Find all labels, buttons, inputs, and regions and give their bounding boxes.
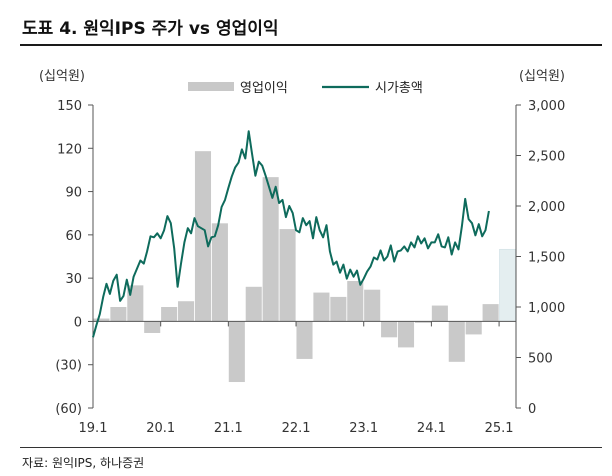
left-tick-label: 60 bbox=[65, 229, 82, 244]
legend-label-line: 시가총액 bbox=[375, 81, 423, 96]
bar-1Q23 bbox=[364, 289, 381, 322]
bar-1Q25 bbox=[499, 248, 516, 322]
right-tick-label: 500 bbox=[528, 352, 553, 367]
right-axis-unit: (십억원) bbox=[519, 69, 565, 84]
left-tick-label: (30) bbox=[55, 359, 82, 374]
right-tick-label: 2,500 bbox=[528, 150, 565, 165]
bar-2Q20 bbox=[178, 301, 195, 322]
bar-1Q19 bbox=[93, 318, 110, 322]
legend-label-bar: 영업이익 bbox=[240, 81, 288, 96]
bar-4Q24 bbox=[482, 304, 499, 322]
bar-3Q21 bbox=[262, 177, 279, 322]
source-note: 자료: 원익IPS, 하나증권 bbox=[22, 456, 145, 470]
x-tick-label: 24.1 bbox=[417, 421, 446, 436]
bottom-divider bbox=[20, 447, 602, 448]
bar-2Q19 bbox=[110, 307, 127, 322]
left-axis-unit: (십억원) bbox=[39, 69, 85, 84]
right-tick-label: 1,500 bbox=[528, 251, 565, 266]
bar-3Q20 bbox=[194, 151, 212, 322]
x-tick-label: 23.1 bbox=[349, 421, 378, 436]
bar-4Q23 bbox=[414, 321, 431, 323]
x-tick-label: 20.1 bbox=[146, 421, 175, 436]
left-tick-label: (60) bbox=[55, 402, 82, 417]
bar-4Q22 bbox=[347, 281, 364, 322]
bar-2Q21 bbox=[245, 286, 262, 322]
bar-2Q22 bbox=[313, 292, 330, 322]
right-tick-label: 3,000 bbox=[528, 99, 565, 114]
right-tick-label: 2,000 bbox=[528, 200, 565, 215]
x-tick-label: 22.1 bbox=[282, 421, 311, 436]
left-tick-label: 120 bbox=[57, 142, 82, 157]
bar-3Q24 bbox=[465, 321, 482, 335]
market-cap-line bbox=[92, 130, 490, 338]
bar-1Q22 bbox=[296, 321, 313, 359]
bar-1Q21 bbox=[228, 321, 245, 383]
bar-1Q24 bbox=[431, 305, 448, 322]
bar-4Q21 bbox=[279, 229, 296, 322]
left-tick-label: 150 bbox=[57, 99, 82, 114]
title-divider bbox=[20, 44, 602, 46]
left-tick-label: 90 bbox=[65, 186, 82, 201]
bar-2Q23 bbox=[381, 321, 398, 338]
x-tick-label: 25.1 bbox=[485, 421, 514, 436]
x-tick-label: 21.1 bbox=[214, 421, 243, 436]
bar-4Q20 bbox=[211, 223, 228, 322]
left-tick-label: 0 bbox=[74, 315, 82, 330]
chart-title: 도표 4. 원익IPS 주가 vs 영업이익 bbox=[22, 19, 279, 39]
bar-4Q19 bbox=[144, 321, 161, 333]
right-tick-label: 0 bbox=[528, 402, 536, 417]
x-tick-label: 19.1 bbox=[79, 421, 108, 436]
bar-3Q23 bbox=[397, 321, 415, 348]
right-tick-label: 1,000 bbox=[528, 301, 565, 316]
bar-1Q20 bbox=[161, 307, 178, 322]
bar-3Q22 bbox=[330, 296, 347, 322]
legend-swatch-bar bbox=[188, 82, 234, 91]
bar-2Q24 bbox=[448, 321, 465, 362]
left-tick-label: 30 bbox=[65, 272, 82, 287]
